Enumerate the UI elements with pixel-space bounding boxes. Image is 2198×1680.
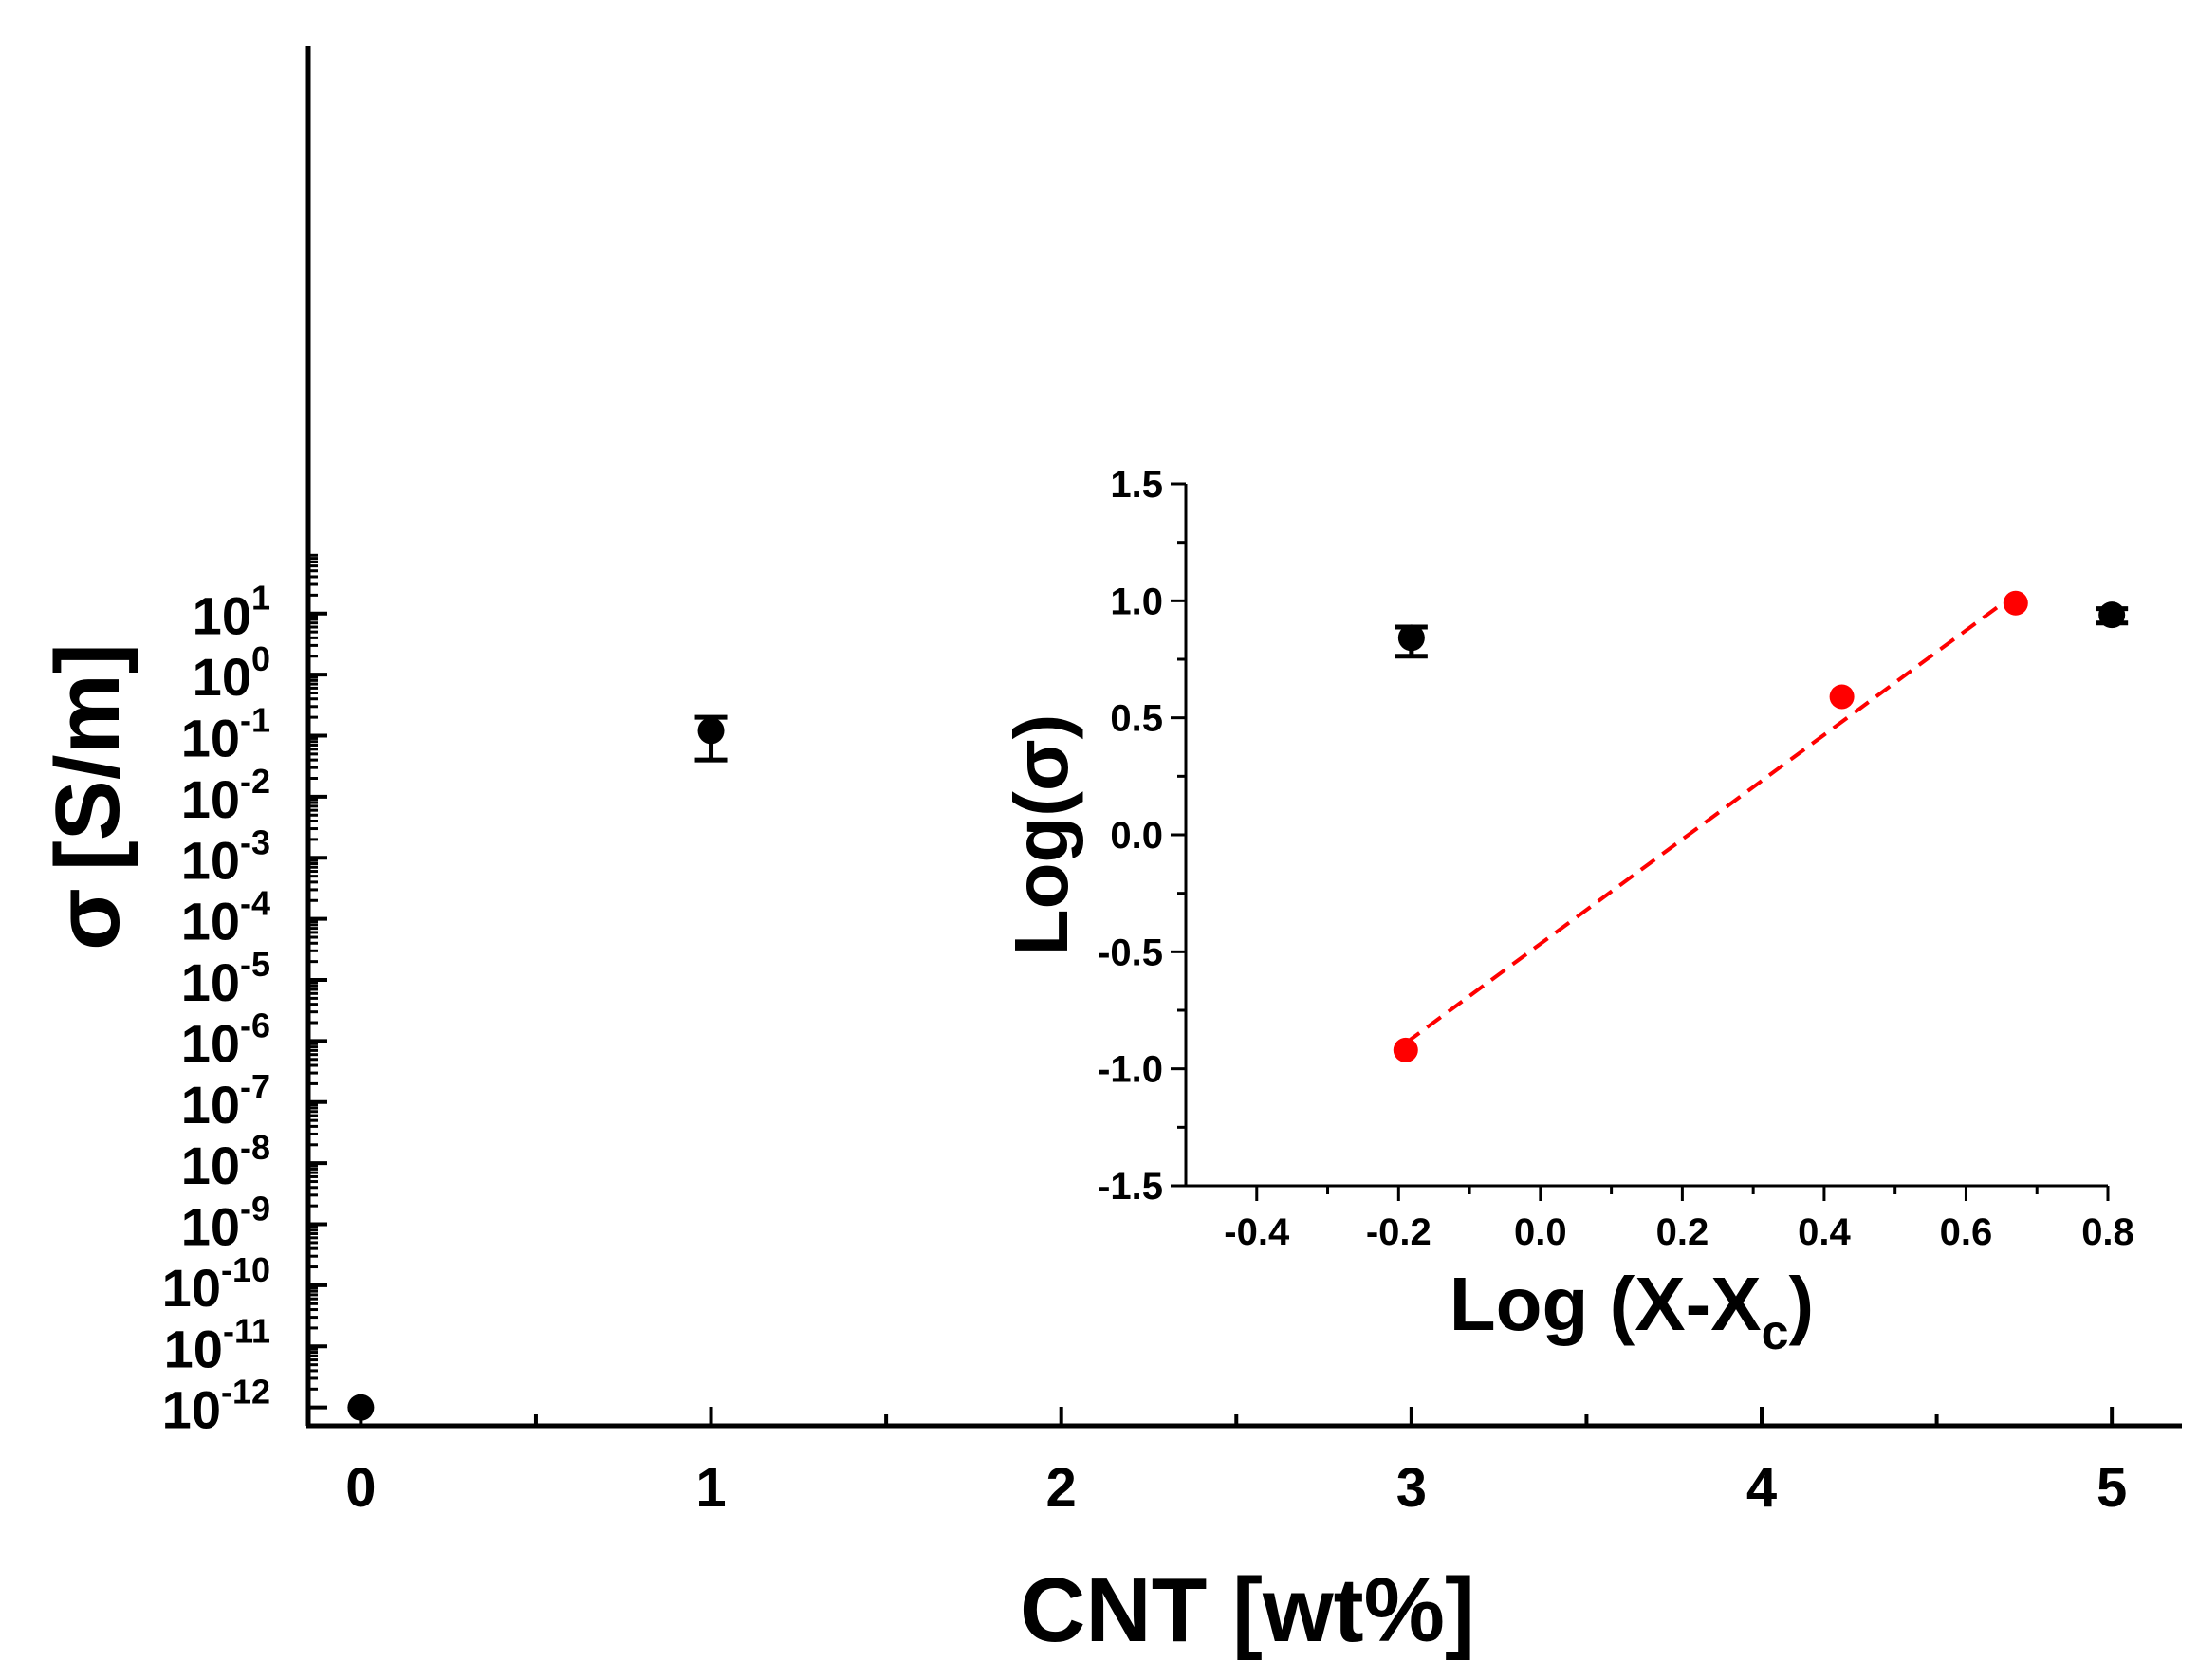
inset-y-axis-title: Log(σ) xyxy=(999,714,1083,956)
main-y-ticks: 10110010-110-210-310-410-510-610-710-810… xyxy=(162,553,327,1440)
main-y-tick-label: 10-3 xyxy=(181,822,270,890)
inset-y-tick-label: 1.0 xyxy=(1110,581,1163,622)
inset-x-ticks: -0.4 -0.2 0.0 0.2 0.4 0.6 0.8 xyxy=(1224,1186,2134,1253)
main-y-axis-title-symbol: σ xyxy=(37,888,139,951)
main-data-point xyxy=(347,1394,375,1421)
main-y-tick-base: 10 xyxy=(181,830,240,890)
main-y-tick-exponent: -8 xyxy=(240,1128,270,1167)
inset-y-tick-label: 1.5 xyxy=(1110,464,1163,506)
inset-x-axis-title: Log (X-Xc) xyxy=(1450,1262,1814,1360)
main-y-tick-label: 100 xyxy=(193,639,270,707)
main-y-tick-label: 10-1 xyxy=(181,701,270,768)
inset-x-axis-title-main: Log (X-X xyxy=(1450,1262,1762,1346)
main-x-axis-title: CNT [wt%] xyxy=(1020,1560,1475,1661)
inset-y-tick-label: -1.5 xyxy=(1098,1166,1163,1208)
main-y-tick-base: 10 xyxy=(193,586,251,646)
main-y-tick-label: 10-5 xyxy=(181,945,270,1012)
main-y-tick-base: 10 xyxy=(181,709,240,768)
main-y-tick-base: 10 xyxy=(181,1135,240,1195)
inset-plot: -0.4 -0.2 0.0 0.2 0.4 0.6 0.8 1.5 1.0 0.5 0.0 -0.5… xyxy=(999,464,2134,1360)
main-y-tick-label: 10-2 xyxy=(181,762,270,829)
inset-y-tick-label: -0.5 xyxy=(1098,932,1163,973)
main-y-tick-base: 10 xyxy=(164,1319,223,1378)
inset-x-tick-label: 0.6 xyxy=(1940,1211,1993,1253)
inset-x-tick-label: 0.8 xyxy=(2081,1211,2134,1253)
main-x-tick-label: 0 xyxy=(345,1457,376,1519)
main-y-tick-exponent: -10 xyxy=(221,1250,270,1289)
inset-x-tick-label: 0.2 xyxy=(1656,1211,1709,1253)
inset-data-point xyxy=(1393,1037,1418,1062)
main-y-tick-label: 10-11 xyxy=(164,1311,270,1378)
main-y-tick-exponent: -6 xyxy=(240,1006,270,1044)
main-y-tick-exponent: -9 xyxy=(240,1190,270,1228)
main-y-tick-base: 10 xyxy=(181,892,240,951)
main-y-tick-label: 10-6 xyxy=(181,1006,270,1073)
inset-x-tick-label: 0.0 xyxy=(1514,1211,1567,1253)
inset-x-axis-title-end: ) xyxy=(1789,1262,1815,1346)
main-data-points xyxy=(347,601,2129,1421)
main-y-tick-base: 10 xyxy=(181,1013,240,1073)
main-y-tick-base: 10 xyxy=(181,1075,240,1135)
main-y-tick-label: 10-9 xyxy=(181,1190,270,1257)
main-y-tick-base: 10 xyxy=(162,1258,221,1318)
main-data-point xyxy=(697,717,725,745)
inset-x-tick-label: 0.4 xyxy=(1798,1211,1851,1253)
main-y-axis-title: σ [S/m] xyxy=(37,643,139,951)
main-y-tick-exponent: -4 xyxy=(240,884,270,923)
main-y-axis-title-units: [S/m] xyxy=(37,643,139,871)
main-y-tick-label: 10-10 xyxy=(162,1250,270,1318)
inset-x-axis-title-subscript: c xyxy=(1762,1305,1789,1360)
main-y-tick-label: 10-8 xyxy=(181,1128,270,1195)
main-y-tick-base: 10 xyxy=(162,1380,221,1440)
main-y-tick-exponent: 0 xyxy=(251,639,270,678)
main-x-tick-label: 2 xyxy=(1046,1457,1077,1519)
main-y-tick-label: 10-12 xyxy=(162,1373,270,1440)
inset-data-point xyxy=(2003,590,2028,616)
main-y-tick-base: 10 xyxy=(193,647,251,707)
inset-data-point xyxy=(1829,684,1855,710)
inset-x-tick-label: -0.2 xyxy=(1366,1211,1431,1253)
main-x-ticks: 0 1 2 3 4 5 xyxy=(345,1407,2127,1519)
main-x-tick-label: 3 xyxy=(1396,1457,1427,1519)
inset-y-tick-label: 0.0 xyxy=(1110,815,1163,857)
inset-x-tick-label: -0.4 xyxy=(1224,1211,1290,1253)
main-y-tick-exponent: 1 xyxy=(251,579,270,618)
main-y-tick-exponent: -3 xyxy=(240,822,270,861)
inset-fit-line xyxy=(1404,592,2017,1045)
inset-y-ticks: 1.5 1.0 0.5 0.0 -0.5 -1.0 -1.5 xyxy=(1098,464,1186,1208)
main-y-tick-base: 10 xyxy=(181,1197,240,1257)
main-x-tick-label: 5 xyxy=(2096,1457,2127,1519)
main-data-point xyxy=(1397,624,1425,652)
main-y-tick-label: 101 xyxy=(193,579,270,646)
main-y-tick-label: 10-4 xyxy=(181,884,270,951)
main-x-tick-label: 4 xyxy=(1746,1457,1777,1519)
main-y-tick-base: 10 xyxy=(181,952,240,1012)
inset-y-tick-label: -1.0 xyxy=(1098,1049,1163,1091)
main-y-tick-base: 10 xyxy=(181,769,240,829)
main-y-tick-label: 10-7 xyxy=(181,1067,270,1135)
inset-y-tick-label: 0.5 xyxy=(1110,698,1163,740)
main-y-tick-exponent: -2 xyxy=(240,762,270,801)
main-x-tick-label: 1 xyxy=(695,1457,726,1519)
main-y-tick-exponent: -7 xyxy=(240,1067,270,1106)
main-y-tick-exponent: -12 xyxy=(221,1373,270,1412)
inset-data-series xyxy=(1393,590,2028,1062)
main-data-point xyxy=(2098,601,2126,629)
main-y-tick-exponent: -5 xyxy=(240,945,270,984)
main-y-tick-exponent: -1 xyxy=(240,701,270,740)
main-y-tick-exponent: -11 xyxy=(223,1311,270,1350)
